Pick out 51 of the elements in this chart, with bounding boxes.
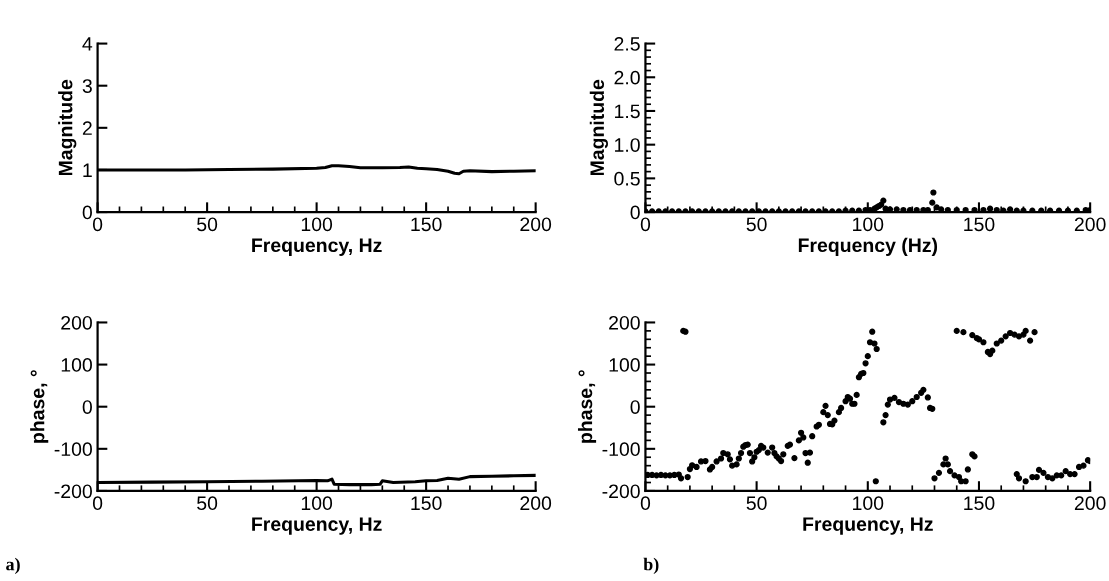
y-axis-title: Magnitude xyxy=(58,79,77,176)
text: a) xyxy=(6,557,20,575)
x-tick-label: 200 xyxy=(520,217,552,232)
y-tick-label: -200 xyxy=(54,484,92,499)
text: b) xyxy=(643,557,659,575)
x-tick-label: 50 xyxy=(197,496,218,511)
x-tick-label: 100 xyxy=(853,217,884,232)
y-tick-label: 1.5 xyxy=(615,104,640,119)
y-tick-label: 0 xyxy=(630,400,640,414)
y-tick-label: -100 xyxy=(602,442,640,457)
x-tick-label: 0 xyxy=(640,496,651,511)
x-axis-title: Frequency (Hz) xyxy=(798,237,938,256)
y-tick-label: -100 xyxy=(54,442,92,457)
x-tick-label: 100 xyxy=(301,496,333,511)
y-axis-title: phase, ° xyxy=(577,370,597,443)
x-tick-label: 100 xyxy=(853,496,884,511)
x-tick-label: 150 xyxy=(411,217,442,232)
y-tick-label: 100 xyxy=(61,358,92,372)
x-axis-title: Frequency, Hz xyxy=(252,238,382,256)
y-tick-label: 2.5 xyxy=(614,37,640,51)
y-tick-label: 3 xyxy=(82,79,92,93)
y-tick-label: -200 xyxy=(602,484,640,499)
x-tick-label: 150 xyxy=(964,217,995,232)
y-tick-label: 2.0 xyxy=(614,70,640,85)
x-tick-label: 150 xyxy=(411,496,442,511)
x-tick-label: 200 xyxy=(1074,217,1106,232)
y-tick-label: 200 xyxy=(609,315,640,330)
x-tick-label: 150 xyxy=(964,496,995,511)
y-tick-label: 0 xyxy=(82,205,92,220)
x-tick-label: 50 xyxy=(746,217,767,232)
y-tick-label: 0 xyxy=(82,400,92,414)
x-tick-label: 0 xyxy=(92,217,103,232)
x-tick-label: 50 xyxy=(746,496,767,511)
x-tick-label: 0 xyxy=(640,217,651,232)
x-tick-label: 100 xyxy=(301,217,333,232)
y-tick-label: 1 xyxy=(83,163,92,177)
x-tick-label: 50 xyxy=(197,217,218,232)
y-tick-label: 0.5 xyxy=(614,171,640,186)
y-tick-label: 2 xyxy=(82,121,92,135)
x-axis-title: Frequency, Hz xyxy=(252,517,382,535)
y-tick-label: 4 xyxy=(82,37,93,51)
x-tick-label: 200 xyxy=(520,496,552,511)
y-tick-label: 200 xyxy=(61,315,92,330)
y-tick-label: 100 xyxy=(609,358,640,372)
x-axis-title: Frequency, Hz xyxy=(803,517,933,535)
y-axis-title: Magnitude xyxy=(589,79,608,176)
y-tick-label: 0 xyxy=(630,205,640,220)
x-tick-label: 200 xyxy=(1074,496,1106,511)
x-tick-label: 0 xyxy=(92,496,103,511)
y-tick-label: 1.0 xyxy=(615,138,640,152)
y-axis-title: phase, ° xyxy=(30,370,49,443)
